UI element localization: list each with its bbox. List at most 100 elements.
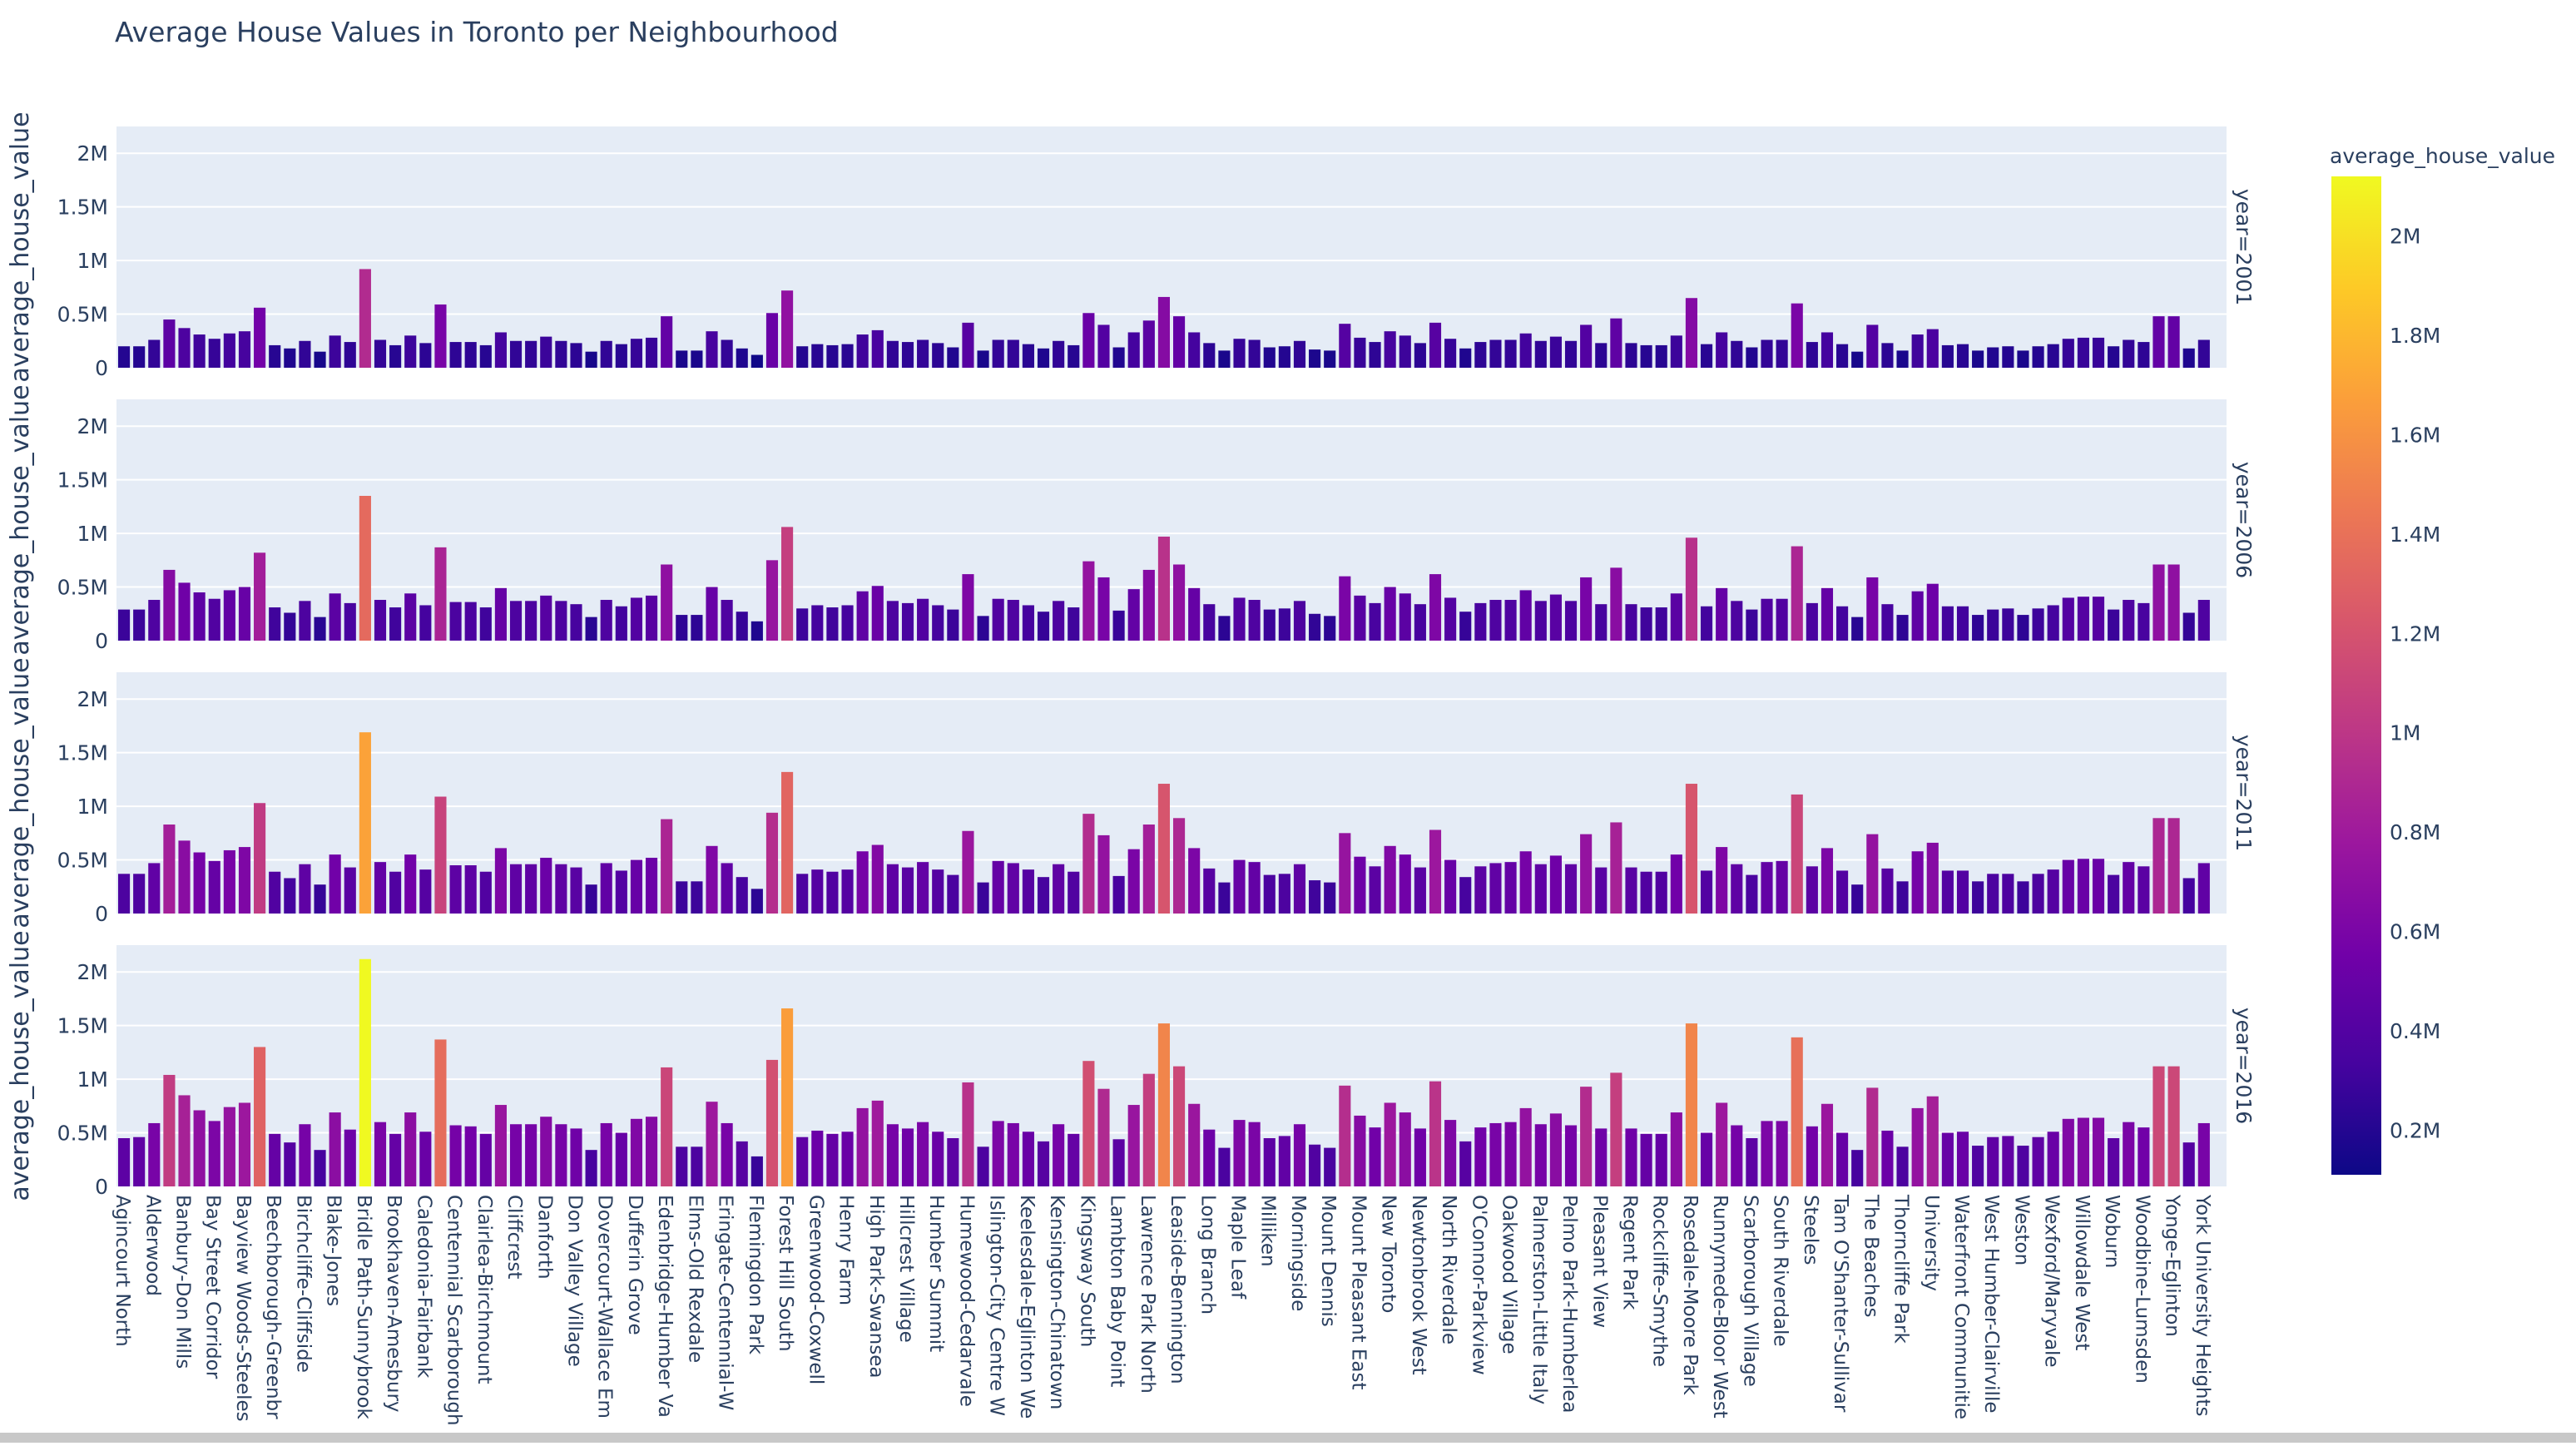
bar[interactable] [1564,601,1578,641]
bar[interactable] [1007,863,1019,914]
bar[interactable] [1806,866,1818,914]
bar[interactable] [721,1122,733,1186]
bar[interactable] [856,1107,869,1186]
bar[interactable] [1761,862,1773,914]
bar[interactable] [254,1047,266,1186]
bar[interactable] [1489,1122,1502,1186]
bar[interactable] [765,1059,779,1186]
bar[interactable] [1489,600,1502,641]
bar[interactable] [434,547,447,641]
bar[interactable] [1761,598,1773,641]
bar[interactable] [1926,583,1939,641]
bar[interactable] [1157,1023,1171,1186]
bar[interactable] [1022,344,1034,368]
bar[interactable] [691,881,703,914]
bar[interactable] [238,331,251,368]
bar[interactable] [494,1105,507,1186]
bar[interactable] [133,609,146,641]
bar[interactable] [1444,1120,1457,1186]
bar[interactable] [1655,344,1667,368]
bar[interactable] [404,1112,417,1186]
bar[interactable] [1791,1037,1803,1186]
bar[interactable] [1911,1107,1924,1186]
bar[interactable] [1172,818,1186,914]
bar[interactable] [1881,604,1894,641]
bar[interactable] [1157,296,1171,368]
bar[interactable] [901,867,914,914]
bar[interactable] [871,844,884,914]
bar[interactable] [555,340,567,368]
bar[interactable] [1082,561,1095,641]
bar[interactable] [1504,1122,1517,1186]
bar[interactable] [2108,874,2120,914]
bar[interactable] [329,854,341,914]
bar[interactable] [765,560,779,641]
bar[interactable] [299,601,311,641]
bar[interactable] [2032,608,2044,641]
bar[interactable] [1248,600,1261,641]
bar[interactable] [1293,601,1306,641]
bar[interactable] [117,609,131,641]
bar[interactable] [676,881,688,914]
bar[interactable] [1700,870,1713,914]
bar[interactable] [661,564,673,641]
bar[interactable] [494,848,507,914]
bar[interactable] [841,869,854,914]
bar[interactable] [208,339,220,368]
bar[interactable] [2138,602,2150,641]
bar[interactable] [901,1128,914,1186]
bar[interactable] [1655,607,1667,641]
bar[interactable] [1142,1073,1155,1186]
bar[interactable] [314,351,326,368]
bar[interactable] [2077,597,2089,641]
bar[interactable] [1459,348,1472,368]
bar[interactable] [826,1133,839,1186]
bar[interactable] [992,339,1004,368]
bar[interactable] [1821,587,1834,641]
bar[interactable] [1142,569,1155,641]
bar[interactable] [1851,351,1864,368]
bar[interactable] [886,864,899,914]
bar[interactable] [1068,607,1080,641]
bar[interactable] [1791,546,1803,641]
bar[interactable] [359,732,371,914]
bar[interactable] [509,1124,523,1186]
bar[interactable] [1188,848,1201,914]
bar[interactable] [706,845,718,914]
bar[interactable] [1896,1146,1909,1186]
bar[interactable] [193,334,206,368]
bar[interactable] [329,335,341,368]
bar[interactable] [344,867,356,914]
bar[interactable] [1972,615,1984,641]
bar[interactable] [464,865,477,914]
bar[interactable] [1685,1023,1698,1186]
bar[interactable] [148,600,161,641]
bar[interactable] [1112,347,1125,368]
bar[interactable] [1474,342,1487,368]
bar[interactable] [1022,1132,1034,1186]
bar[interactable] [1414,604,1426,641]
bar[interactable] [615,606,627,641]
bar[interactable] [1640,344,1652,368]
bar[interactable] [1956,606,1969,641]
bar[interactable] [1670,335,1682,368]
bar[interactable] [856,334,869,368]
bar[interactable] [359,958,371,1186]
bar[interactable] [1534,601,1547,641]
bar[interactable] [2182,878,2195,914]
bar[interactable] [1761,339,1773,368]
bar[interactable] [1037,348,1050,368]
bar[interactable] [178,1095,191,1186]
bar[interactable] [1324,882,1336,914]
bar[interactable] [721,600,733,641]
bar[interactable] [585,351,597,368]
bar[interactable] [676,350,688,368]
bar[interactable] [1670,1112,1682,1186]
bar[interactable] [1489,863,1502,914]
bar[interactable] [645,337,658,368]
bar[interactable] [736,877,748,914]
bar[interactable] [1339,324,1351,368]
bar[interactable] [1610,318,1622,368]
bar[interactable] [1896,615,1909,641]
bar[interactable] [1580,834,1593,914]
